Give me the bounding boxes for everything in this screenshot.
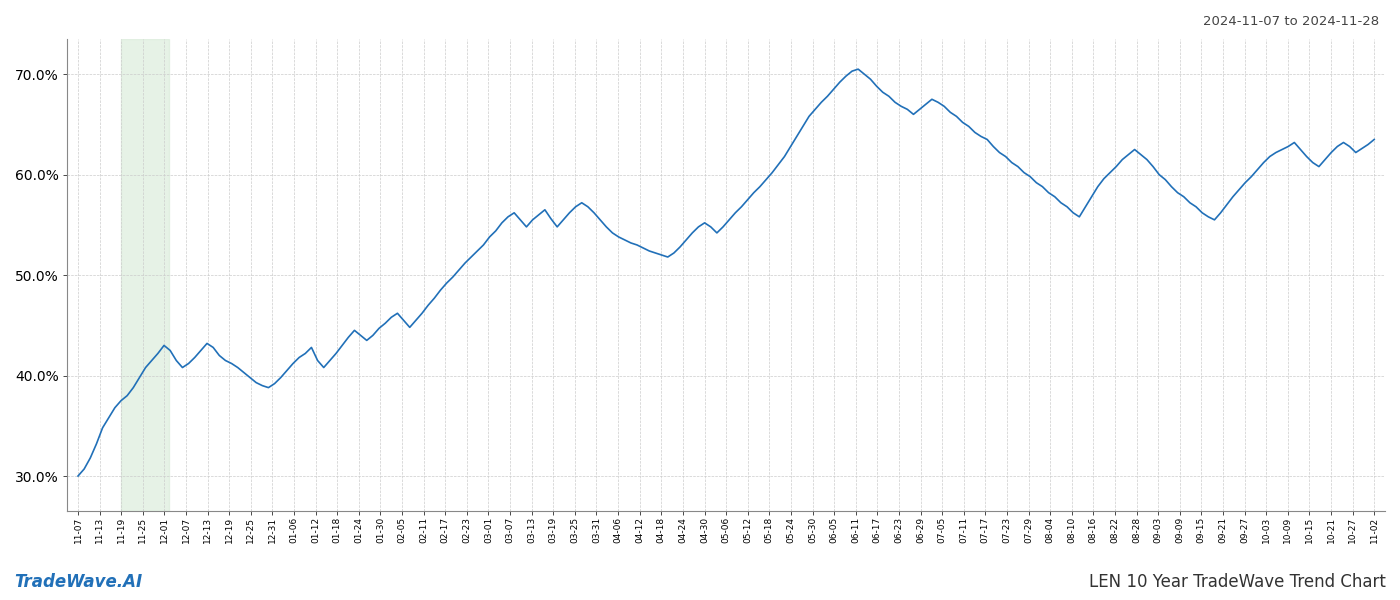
Text: LEN 10 Year TradeWave Trend Chart: LEN 10 Year TradeWave Trend Chart <box>1089 573 1386 591</box>
Text: 2024-11-07 to 2024-11-28: 2024-11-07 to 2024-11-28 <box>1203 15 1379 28</box>
Text: TradeWave.AI: TradeWave.AI <box>14 573 143 591</box>
Bar <box>122 39 169 511</box>
